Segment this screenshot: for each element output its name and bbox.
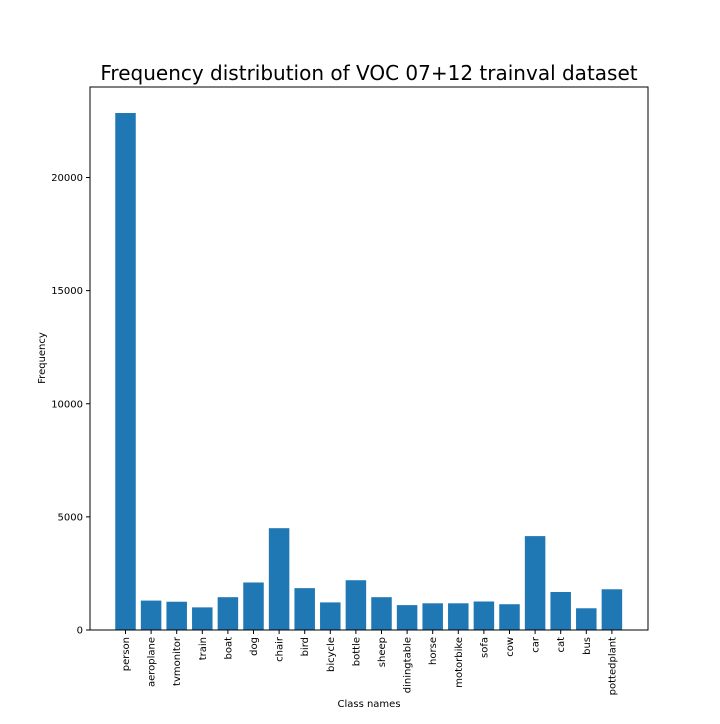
bar-bus xyxy=(576,608,597,630)
x-tick-label: bus xyxy=(582,637,593,655)
x-tick-label: sheep xyxy=(377,637,388,667)
x-tick-label: tvmonitor xyxy=(172,636,183,686)
x-tick-label: car xyxy=(531,636,542,653)
x-tick-label: dog xyxy=(249,637,260,656)
y-tick-label: 0 xyxy=(77,626,83,637)
bar-sofa xyxy=(473,601,495,630)
bar-sheep xyxy=(371,597,392,630)
bar-motorbike xyxy=(448,603,469,630)
bar-chair xyxy=(268,528,290,630)
x-axis: person aeroplane tvmonitor train boat dog chai… xyxy=(121,630,618,695)
bar-cat xyxy=(550,591,571,630)
x-tick-label: cat xyxy=(556,637,567,653)
bar-boat xyxy=(217,597,239,630)
bar-person xyxy=(115,113,136,630)
bar-car xyxy=(524,536,546,630)
bar-horse xyxy=(422,603,443,630)
x-tick-label: bottle xyxy=(351,637,362,666)
x-tick-label: boat xyxy=(223,637,234,660)
bar-bottle xyxy=(345,580,367,630)
y-axis-label: Frequency xyxy=(37,332,48,384)
y-tick-label: 20000 xyxy=(51,173,83,184)
x-axis-label: Class names xyxy=(337,699,400,710)
x-tick-label: motorbike xyxy=(454,637,465,688)
x-tick-label: person xyxy=(121,637,132,671)
x-tick-label: train xyxy=(198,637,209,660)
bar-pottedplant xyxy=(601,589,623,630)
x-tick-label: horse xyxy=(428,637,439,665)
bar-bird xyxy=(294,588,315,630)
y-tick-label: 5000 xyxy=(58,512,83,523)
x-tick-label: aeroplane xyxy=(147,637,158,687)
bar-diningtable xyxy=(396,605,418,630)
plot-frame xyxy=(89,86,649,631)
x-tick-label: pottedplant xyxy=(607,637,618,695)
bar-dog xyxy=(243,582,264,630)
chart-title: Frequency distribution of VOC 07+12 trai… xyxy=(100,61,637,85)
x-tick-label: bicycle xyxy=(326,637,337,672)
x-tick-label: bird xyxy=(300,637,311,656)
y-axis: 0 5000 10000 15000 20000 xyxy=(51,173,90,637)
x-tick-label: diningtable xyxy=(403,637,414,693)
y-tick-label: 10000 xyxy=(51,399,83,410)
bar-tvmonitor xyxy=(166,601,187,630)
y-tick-label: 15000 xyxy=(51,286,83,297)
bar-aeroplane xyxy=(140,600,162,630)
bar-cow xyxy=(499,604,520,630)
bar-train xyxy=(192,607,213,631)
x-tick-label: sofa xyxy=(479,637,490,658)
bars-group xyxy=(115,113,623,631)
x-tick-label: cow xyxy=(505,637,516,657)
x-tick-label: chair xyxy=(275,636,286,662)
bar-bicycle xyxy=(320,602,341,630)
